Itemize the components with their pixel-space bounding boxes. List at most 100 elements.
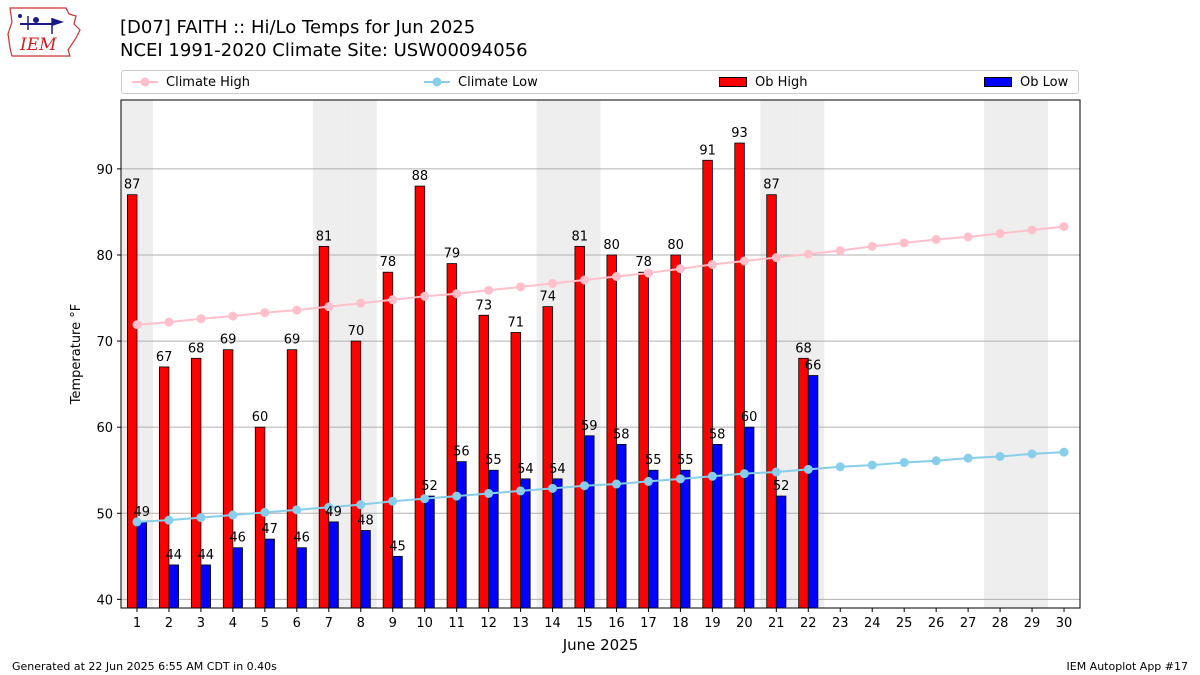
climate-low-point [1059,447,1069,457]
ob-low-label: 52 [421,479,438,494]
ob-high-bar [382,271,394,609]
ob-high-label: 81 [316,229,333,244]
climate-high-point [643,268,653,278]
y-tick-label: 50 [96,507,113,522]
x-tick-label: 16 [608,616,625,631]
ob-low-label: 49 [134,505,151,520]
x-tick-label: 1 [133,616,141,631]
climate-high-point [228,311,238,321]
legend-item-ob-low: Ob Low [984,71,1068,93]
chart-title: [D07] FAITH :: Hi/Lo Temps for Jun 2025 [120,17,476,38]
climate-low-point [963,453,973,463]
x-tick-label: 19 [704,616,721,631]
x-tick-label: 24 [864,616,881,631]
ob-low-label: 54 [549,462,566,477]
ob-high-bar [734,142,745,609]
x-tick-label: 5 [261,616,269,631]
climate-low-point [707,471,717,481]
ob-low-bar [232,547,243,609]
x-tick-label: 21 [768,616,785,631]
x-tick-label: 23 [832,616,849,631]
climate-low-point [516,486,526,496]
x-tick-label: 8 [357,616,365,631]
ob-low-label: 48 [357,514,374,529]
climate-low-point [931,456,941,466]
ob-low-label: 54 [517,462,534,477]
climate-low-point [292,505,302,515]
climate-low-point [739,469,749,479]
ob-high-label: 91 [699,143,716,158]
ob-low-bar [775,495,787,609]
ob-high-bar [446,263,458,609]
footer-app-text: IEM Autoplot App #17 [1066,660,1189,673]
climate-high-point [196,314,206,324]
climate-high-point [771,253,781,263]
ob-low-label: 46 [293,531,310,546]
x-tick-label: 15 [576,616,593,631]
climate-high-point [324,302,334,312]
climate-high-point [260,308,270,318]
ob-low-bar [616,444,627,609]
footer-generated-text: Generated at 22 Jun 2025 6:55 AM CDT in … [12,660,277,673]
climate-high-point [292,305,302,315]
climate-low-point [899,457,909,467]
ob-high-bar [190,357,202,609]
climate-low-point [675,474,685,484]
legend-item-climate-high: Climate High [132,71,250,93]
logo-text: IEM [19,35,57,55]
ob-low-label: 59 [581,419,598,434]
climate-low-point [132,517,142,527]
x-tick-label: 14 [544,616,561,631]
climate-high-point [132,320,142,330]
x-axis-label: June 2025 [562,636,639,654]
legend-label-climate-low: Climate Low [458,74,538,90]
climate-high-point [452,289,462,299]
climate-high-point [899,238,909,248]
ob-high-bar [414,185,426,609]
x-tick-label: 20 [736,616,753,631]
x-tick-label: 25 [896,616,913,631]
ob-high-label: 74 [539,290,556,305]
ob-high-bar [318,245,330,609]
climate-low-point [452,491,462,501]
x-tick-label: 6 [293,616,301,631]
ob-low-bar [200,564,211,609]
ob-low-bar [584,435,595,609]
legend-item-ob-high: Ob High [719,71,808,93]
y-tick-label: 80 [96,249,113,264]
ob-high-label: 78 [380,255,397,270]
climate-low-line-icon [424,77,450,87]
ob-low-bar [264,538,275,609]
legend-item-climate-low: Climate Low [424,71,538,93]
x-tick-label: 10 [416,616,433,631]
ob-high-bar [542,306,553,609]
ob-low-label: 58 [613,427,630,442]
ob-low-bar [360,530,371,609]
climate-low-point [1027,449,1037,459]
climate-high-point [931,234,941,244]
climate-low-point [228,510,238,520]
climate-high-point [963,232,973,242]
climate-low-point [324,502,334,512]
ob-high-label: 78 [635,255,652,270]
weekend-band [1016,100,1049,608]
ob-high-bar [350,340,362,609]
x-tick-label: 4 [229,616,237,631]
climate-high-point [675,264,685,274]
ob-high-label: 69 [220,333,237,348]
ob-high-bar-icon [719,77,747,87]
x-tick-label: 12 [480,616,497,631]
ob-high-label: 69 [284,333,301,348]
climate-low-point [196,513,206,523]
ob-low-bar [136,521,147,609]
ob-low-label: 47 [261,522,278,537]
y-tick-label: 40 [96,593,113,608]
ob-high-bar [126,194,138,609]
climate-high-point [611,272,621,282]
x-tick-label: 22 [800,616,817,631]
ob-low-label: 44 [165,548,182,563]
climate-high-point [516,282,526,292]
climate-high-point [995,228,1005,238]
legend-label-ob-low: Ob Low [1020,74,1069,90]
x-tick-label: 11 [448,616,465,631]
